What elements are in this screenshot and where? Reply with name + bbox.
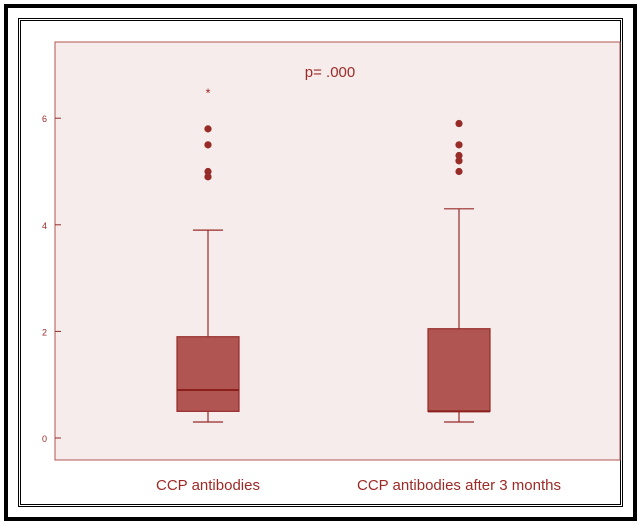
box-group-1: * — [176, 86, 240, 423]
x-axis-labels: CCP antibodies CCP antibodies after 3 mon… — [156, 477, 561, 494]
outlier-point — [455, 157, 463, 165]
box-group-2 — [427, 119, 491, 423]
extreme-point: * — [205, 86, 210, 101]
y-tick-label-0: 0 — [42, 434, 47, 444]
y-axis: 0 2 4 6 — [42, 114, 61, 444]
outlier-point — [204, 141, 212, 149]
outlier-point — [455, 141, 463, 149]
y-tick-label-4: 4 — [42, 221, 47, 231]
outlier-point — [204, 125, 212, 133]
y-tick-label-2: 2 — [42, 327, 47, 337]
outlier-point — [204, 173, 212, 181]
x-category-label-1: CCP antibodies — [156, 477, 260, 494]
iqr-box — [427, 328, 491, 412]
iqr-box — [176, 336, 240, 412]
outlier-point — [455, 167, 463, 176]
p-value-annotation: p= .000 — [305, 64, 355, 81]
outlier-point — [455, 119, 463, 128]
outlier-point — [455, 151, 463, 160]
plot-area — [54, 41, 621, 461]
y-tick-label-6: 6 — [42, 114, 47, 124]
boxes-layer: * — [176, 86, 491, 423]
outlier-point — [204, 167, 212, 176]
x-category-label-2: CCP antibodies after 3 months — [357, 477, 561, 494]
